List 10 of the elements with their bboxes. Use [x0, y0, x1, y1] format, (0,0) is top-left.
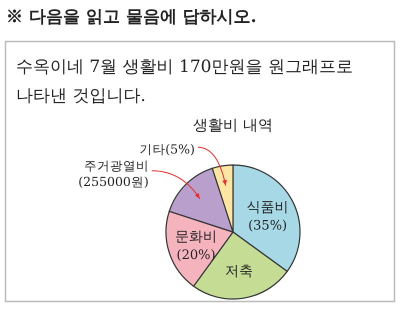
- slice-label: 문화비: [175, 229, 218, 246]
- slice-label: 주거광열비 (255000원): [78, 158, 149, 189]
- text: 수옥이네 7월 생활비 170만원을 원그래프로 나타낸 것입니다.: [16, 57, 353, 106]
- text: ※ 다음을 읽고 물음에 답하시오.: [6, 7, 257, 27]
- slice-label: 저축: [225, 263, 254, 280]
- slice-label: 식품비: [246, 199, 289, 216]
- slice-label: 기타(5%): [139, 141, 195, 156]
- data-label: (20%): [176, 248, 216, 264]
- chart-title: 생활비 내역: [193, 116, 273, 134]
- data-label: (35%): [248, 218, 288, 234]
